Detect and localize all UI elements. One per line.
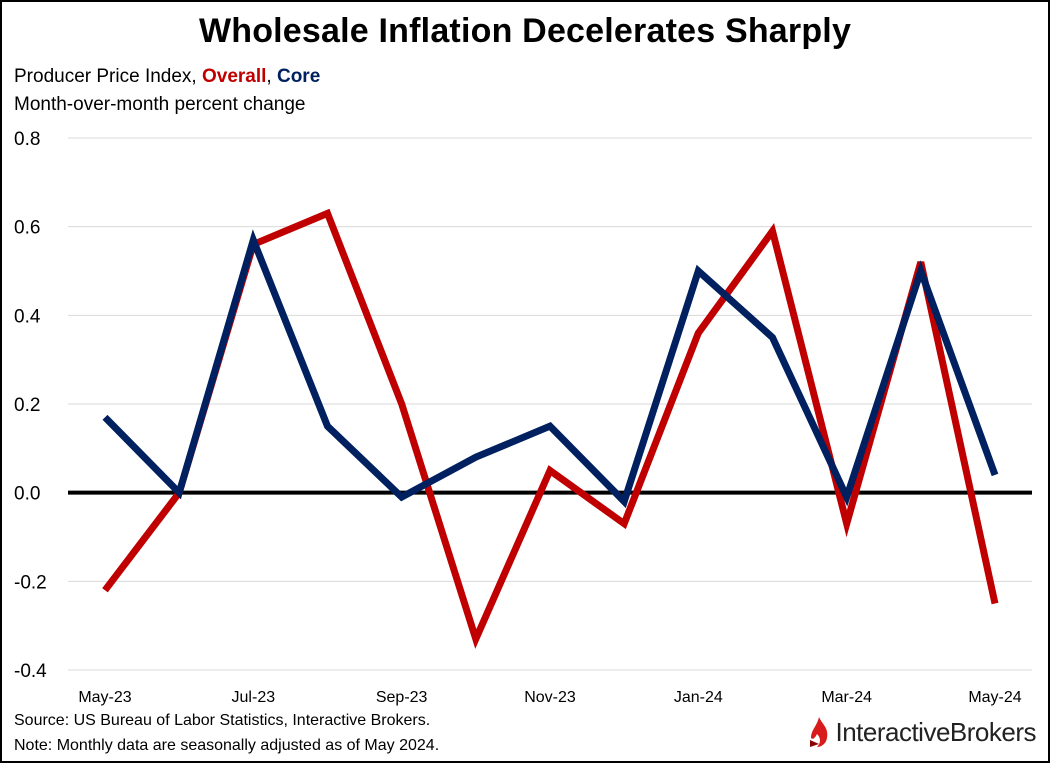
source-note: Source: US Bureau of Labor Statistics, I…	[14, 712, 431, 729]
logo-text: InteractiveBrokers	[835, 716, 1036, 747]
y-tick-label: 0.4	[14, 306, 41, 327]
y-tick-label: 0.6	[14, 218, 40, 239]
x-tick-label: Nov-23	[524, 689, 576, 706]
series-line-core	[102, 229, 999, 509]
legend-core: Core	[276, 66, 321, 87]
x-tick-label: Jul-23	[232, 689, 276, 706]
legend-overall: Overall	[201, 66, 267, 87]
y-tick-label: 0.0	[14, 484, 40, 505]
y-tick-label: -0.4	[14, 661, 47, 682]
interactive-brokers-flame-icon	[810, 717, 828, 747]
x-tick-label: Sep-23	[376, 689, 428, 706]
y-tick-labels: -0.4 -0.2 0.0 0.2 0.4 0.6 0.8	[14, 129, 47, 682]
y-axis-description: Month-over-month percent change	[14, 94, 306, 115]
subtitle-prefix: Producer Price Index,	[14, 66, 202, 87]
y-tick-label: 0.2	[14, 395, 40, 416]
x-tick-label: May-24	[968, 689, 1021, 706]
x-tick-label: Mar-24	[821, 689, 872, 706]
x-tick-label: Jan-24	[674, 689, 723, 706]
grid-lines	[68, 137, 1032, 671]
y-tick-label: -0.2	[14, 572, 47, 593]
line-chart: -0.4 -0.2 0.0 0.2 0.4 0.6 0.8 May-23 Jul-23 Sep-…	[14, 129, 1032, 706]
y-tick-label: 0.8	[14, 129, 40, 150]
series-lines	[102, 208, 999, 649]
x-tick-labels: May-23 Jul-23 Sep-23 Nov-23 Jan-24 Mar-24 May-…	[78, 689, 1021, 706]
chart-subtitle: Producer Price Index, Overall, Core	[14, 66, 320, 88]
logo: InteractiveBrokers	[807, 716, 1036, 748]
footnote: Note: Monthly data are seasonally adjust…	[14, 737, 440, 754]
x-tick-label: May-23	[78, 689, 131, 706]
chart-title: Wholesale Inflation Decelerates Sharply	[198, 12, 852, 50]
subtitle-separator: ,	[266, 66, 277, 87]
